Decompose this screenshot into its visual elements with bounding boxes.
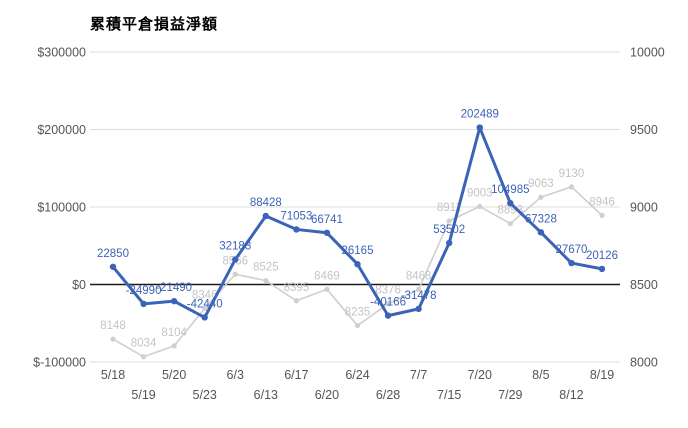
data-label-index-level: 9063 [528, 178, 554, 190]
data-label-index-level: 8235 [345, 307, 371, 319]
right-axis-tick-label: 8000 [630, 356, 658, 370]
data-point-cumulative-closed-pnl [598, 265, 606, 273]
data-point-index-level [568, 184, 575, 190]
data-label-cumulative-closed-pnl: 66741 [311, 214, 343, 226]
x-axis-label: 8/19 [590, 368, 614, 382]
data-point-cumulative-closed-pnl [140, 300, 147, 308]
right-axis-tick-label: 9000 [630, 201, 658, 215]
x-axis-label: 7/29 [498, 388, 522, 402]
data-point-index-level [477, 203, 483, 210]
data-label-index-level: 9130 [559, 168, 585, 180]
data-label-index-level: 8104 [161, 327, 187, 339]
data-point-index-level [110, 336, 116, 342]
x-axis-label: 8/5 [532, 368, 549, 382]
data-point-index-level [385, 301, 391, 307]
data-label-cumulative-closed-pnl: 67328 [525, 213, 557, 225]
data-point-cumulative-closed-pnl [323, 229, 331, 236]
data-label-cumulative-closed-pnl: 20126 [586, 250, 618, 262]
left-axis-tick-label: $300000 [37, 46, 86, 60]
x-axis-label: 5/18 [101, 368, 125, 382]
data-point-cumulative-closed-pnl [537, 229, 545, 236]
data-label-cumulative-closed-pnl: -31478 [401, 290, 437, 302]
data-point-cumulative-closed-pnl [445, 239, 453, 247]
data-label-cumulative-closed-pnl: 71053 [280, 210, 312, 222]
x-axis-label: 7/15 [437, 388, 461, 402]
data-point-cumulative-closed-pnl [568, 259, 575, 267]
data-point-index-level [293, 298, 299, 304]
x-axis-label: 5/23 [193, 388, 217, 402]
right-axis-tick-label: 8500 [630, 278, 658, 292]
x-axis-label: 7/7 [410, 368, 427, 382]
data-label-cumulative-closed-pnl: 104985 [491, 184, 529, 196]
data-label-cumulative-closed-pnl: -42440 [187, 298, 223, 310]
data-point-cumulative-closed-pnl [507, 199, 514, 207]
data-point-index-level [202, 305, 208, 311]
data-point-cumulative-closed-pnl [476, 124, 483, 131]
left-axis-tick-label: $0 [72, 278, 86, 292]
data-point-cumulative-closed-pnl [232, 256, 239, 263]
data-label-cumulative-closed-pnl: -40166 [370, 297, 406, 309]
data-label-cumulative-closed-pnl: 53502 [433, 224, 465, 236]
left-axis-tick-label: $-100000 [33, 356, 86, 370]
data-point-cumulative-closed-pnl [354, 261, 361, 268]
data-label-index-level: 8395 [284, 282, 310, 294]
data-point-cumulative-closed-pnl [201, 314, 208, 321]
right-axis-tick-label: 9500 [630, 123, 658, 137]
data-point-index-level [354, 322, 361, 329]
data-label-index-level: 9003 [467, 188, 493, 200]
x-axis-label: 6/20 [315, 388, 339, 402]
data-label-cumulative-closed-pnl: 202489 [461, 109, 499, 121]
data-point-cumulative-closed-pnl [262, 212, 270, 220]
chart-title: 累積平倉損益淨額 [90, 16, 219, 33]
data-label-index-level: 8911 [437, 202, 462, 214]
x-axis-label: 6/3 [227, 368, 244, 382]
data-point-index-level [416, 286, 422, 293]
left-axis-tick-label: $200000 [37, 123, 86, 137]
x-axis-label: 6/13 [254, 388, 278, 402]
data-label-cumulative-closed-pnl: 22850 [97, 248, 129, 260]
data-point-cumulative-closed-pnl [109, 263, 117, 270]
data-point-index-level [232, 271, 238, 277]
data-label-index-level: 8346 [192, 289, 218, 301]
data-point-index-level [538, 194, 544, 200]
data-label-cumulative-closed-pnl: -21490 [156, 282, 192, 294]
x-axis-label: 6/24 [345, 368, 369, 382]
data-point-cumulative-closed-pnl [415, 305, 422, 313]
data-point-index-level [599, 212, 605, 218]
left-axis-tick-label: $100000 [37, 201, 86, 215]
data-label-index-level: 8469 [314, 270, 340, 282]
data-label-cumulative-closed-pnl: 88428 [250, 197, 282, 209]
data-label-index-level: 8034 [131, 338, 157, 350]
x-axis-label: 6/28 [376, 388, 400, 402]
data-point-cumulative-closed-pnl [170, 297, 178, 305]
data-label-index-level: 8468 [406, 270, 432, 282]
data-point-cumulative-closed-pnl [293, 226, 300, 233]
data-point-index-level [507, 220, 513, 227]
data-point-cumulative-closed-pnl [384, 312, 392, 319]
data-point-index-level [446, 218, 452, 224]
data-point-index-level [171, 343, 177, 349]
x-axis-label: 6/17 [284, 368, 308, 382]
data-label-index-level: 8148 [100, 320, 126, 332]
x-axis-label: 5/19 [131, 388, 155, 402]
data-point-index-level [140, 354, 147, 360]
data-label-cumulative-closed-pnl: -24990 [126, 285, 162, 297]
x-axis-label: 7/20 [468, 368, 492, 382]
x-axis-label: 8/12 [559, 388, 583, 402]
data-label-index-level: 8376 [375, 285, 401, 297]
data-point-index-level [324, 286, 330, 292]
data-label-cumulative-closed-pnl: 32183 [219, 241, 251, 253]
right-axis-tick-label: 10000 [630, 46, 665, 60]
data-label-cumulative-closed-pnl: 26165 [342, 245, 374, 257]
data-label-cumulative-closed-pnl: 27670 [555, 244, 587, 256]
x-axis-label: 5/20 [162, 368, 186, 382]
data-label-index-level: 8946 [589, 196, 615, 208]
data-label-index-level: 8525 [253, 262, 279, 274]
data-point-index-level [263, 278, 269, 284]
